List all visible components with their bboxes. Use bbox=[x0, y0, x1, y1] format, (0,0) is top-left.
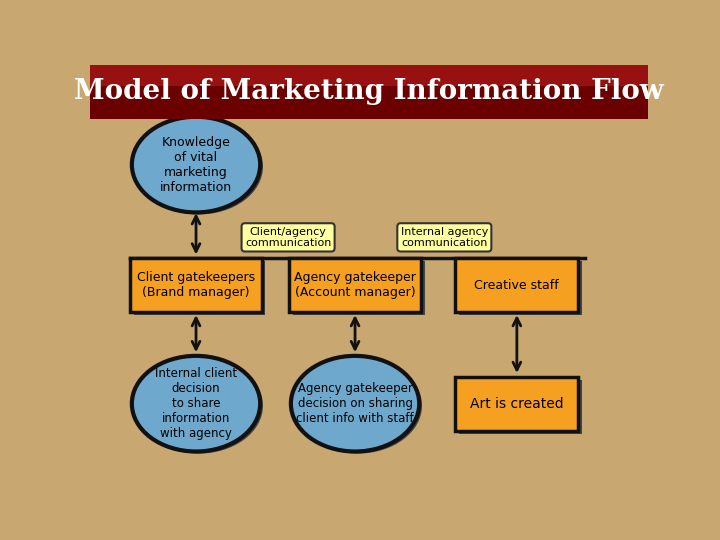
Text: Client gatekeepers
(Brand manager): Client gatekeepers (Brand manager) bbox=[137, 271, 255, 299]
Text: Creative staff: Creative staff bbox=[474, 279, 559, 292]
Ellipse shape bbox=[132, 117, 260, 212]
Text: Client/agency
communication: Client/agency communication bbox=[245, 227, 331, 248]
Bar bbox=[90, 65, 648, 119]
Bar bbox=[289, 258, 420, 312]
Ellipse shape bbox=[135, 358, 263, 454]
Text: Internal client
decision
to share
information
with agency: Internal client decision to share inform… bbox=[155, 367, 237, 440]
Text: Art is created: Art is created bbox=[470, 397, 564, 411]
Bar bbox=[456, 377, 578, 431]
Bar bbox=[130, 258, 261, 312]
Ellipse shape bbox=[135, 119, 263, 214]
Text: Internal agency
communication: Internal agency communication bbox=[400, 227, 488, 248]
Text: Knowledge
of vital
marketing
information: Knowledge of vital marketing information bbox=[160, 136, 232, 194]
Text: Agency gatekeeper
(Account manager): Agency gatekeeper (Account manager) bbox=[294, 271, 416, 299]
Text: Model of Marketing Information Flow: Model of Marketing Information Flow bbox=[74, 78, 664, 105]
Ellipse shape bbox=[291, 356, 419, 451]
Bar bbox=[456, 258, 578, 312]
Bar bbox=[135, 261, 266, 315]
Ellipse shape bbox=[294, 358, 422, 454]
Ellipse shape bbox=[132, 356, 260, 451]
Text: Agency gatekeeper
decision on sharing
client info with staff: Agency gatekeeper decision on sharing cl… bbox=[296, 382, 414, 425]
Bar bbox=[293, 261, 425, 315]
Bar bbox=[90, 65, 648, 86]
Bar bbox=[459, 261, 582, 315]
Bar bbox=[459, 380, 582, 434]
